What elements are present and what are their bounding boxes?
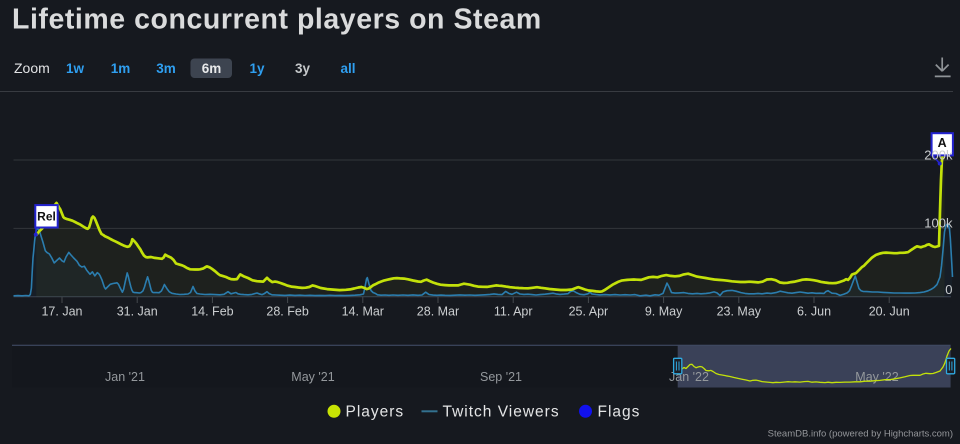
svg-text:20. Jun: 20. Jun <box>869 305 910 319</box>
svg-text:Flags: Flags <box>598 404 641 421</box>
svg-text:Zoom: Zoom <box>14 60 50 76</box>
svg-text:100k: 100k <box>924 216 953 231</box>
svg-text:Twitch Viewers: Twitch Viewers <box>443 404 560 421</box>
svg-text:25. Apr: 25. Apr <box>569 305 609 319</box>
svg-text:May '21: May '21 <box>291 370 334 384</box>
svg-text:Players: Players <box>346 404 405 421</box>
svg-text:May '22: May '22 <box>855 370 898 384</box>
svg-text:23. May: 23. May <box>717 305 762 319</box>
svg-text:Rel: Rel <box>37 209 56 223</box>
svg-text:9. May: 9. May <box>645 305 683 319</box>
svg-text:6. Jun: 6. Jun <box>797 305 831 319</box>
svg-text:17. Jan: 17. Jan <box>41 305 82 319</box>
svg-text:1w: 1w <box>66 61 85 76</box>
svg-text:SteamDB.info (powered by Highc: SteamDB.info (powered by Highcharts.com) <box>768 429 953 440</box>
svg-text:A: A <box>938 136 947 150</box>
svg-text:Lifetime concurrent players on: Lifetime concurrent players on Steam <box>12 4 542 36</box>
svg-text:28. Feb: 28. Feb <box>266 305 308 319</box>
svg-text:0: 0 <box>945 282 952 297</box>
svg-text:6m: 6m <box>202 61 222 76</box>
svg-text:Sep '21: Sep '21 <box>480 370 522 384</box>
svg-text:3y: 3y <box>295 61 311 76</box>
svg-text:1y: 1y <box>249 61 265 76</box>
svg-text:200k: 200k <box>924 148 953 163</box>
svg-text:Jan '21: Jan '21 <box>105 370 145 384</box>
svg-text:28. Mar: 28. Mar <box>417 305 459 319</box>
svg-text:31. Jan: 31. Jan <box>117 305 158 319</box>
svg-text:3m: 3m <box>156 61 176 76</box>
svg-text:14. Mar: 14. Mar <box>342 305 384 319</box>
svg-text:11. Apr: 11. Apr <box>494 305 533 319</box>
svg-text:14. Feb: 14. Feb <box>191 305 233 319</box>
svg-text:all: all <box>340 61 355 76</box>
svg-text:1m: 1m <box>111 61 131 76</box>
